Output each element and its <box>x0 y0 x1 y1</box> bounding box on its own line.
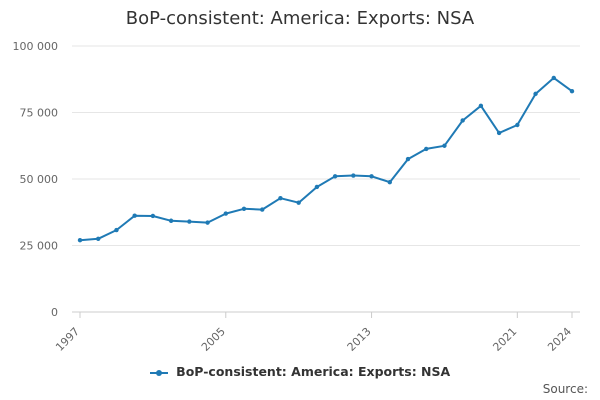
data-point <box>332 174 338 179</box>
y-tick-label: 25 000 <box>20 240 59 253</box>
data-point <box>478 103 484 109</box>
data-point <box>405 156 411 162</box>
x-tick-label: 2005 <box>199 325 228 354</box>
data-point <box>369 174 374 179</box>
legend-label: BoP-consistent: America: Exports: NSA <box>176 364 451 379</box>
data-point <box>569 89 575 94</box>
x-tick-label: 2013 <box>345 325 374 354</box>
data-point <box>114 227 119 233</box>
legend-swatch-icon <box>149 368 168 378</box>
grid-lines <box>72 45 580 246</box>
series-line <box>79 76 573 242</box>
series-layer <box>77 75 575 243</box>
source-label: Source: <box>542 382 588 396</box>
axes <box>72 311 580 318</box>
data-point <box>241 206 247 211</box>
data-point <box>424 146 429 152</box>
data-point <box>460 118 465 123</box>
x-tick-labels: 1997 2005 2013 2021 2024 <box>53 325 574 354</box>
chart-title: BoP-consistent: America: Exports: NSA <box>125 8 475 29</box>
data-point <box>223 211 228 216</box>
data-point <box>168 218 174 223</box>
data-point <box>205 220 210 225</box>
data-point <box>187 219 192 224</box>
x-tick-label: 1997 <box>53 325 82 354</box>
data-point <box>496 130 502 136</box>
data-point <box>351 173 356 178</box>
x-tick-label: 2021 <box>490 325 519 354</box>
data-point <box>533 91 538 97</box>
data-point <box>296 200 301 205</box>
y-tick-label: 100 000 <box>13 40 59 53</box>
data-point <box>515 122 520 128</box>
y-tick-label: 0 <box>51 306 58 319</box>
data-point <box>387 179 392 185</box>
y-tick-labels: 0 25 000 50 000 75 000 100 000 <box>13 40 59 319</box>
data-point <box>278 195 283 201</box>
data-point <box>132 213 137 218</box>
data-point <box>314 184 320 190</box>
data-point <box>551 75 556 81</box>
legend[interactable]: BoP-consistent: America: Exports: NSA <box>0 364 600 379</box>
data-point <box>77 237 83 243</box>
data-point <box>96 236 101 242</box>
y-tick-label: 50 000 <box>20 173 59 186</box>
data-point <box>150 213 156 219</box>
data-point <box>260 207 265 212</box>
y-tick-label: 75 000 <box>20 107 59 120</box>
data-point <box>442 143 447 148</box>
x-tick-label: 2024 <box>545 325 574 354</box>
